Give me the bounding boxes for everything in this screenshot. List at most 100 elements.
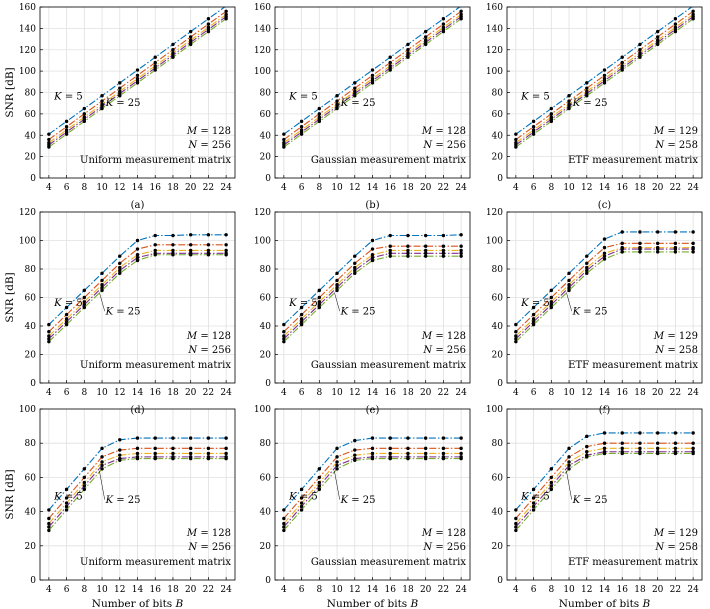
data-point (620, 60, 624, 65)
y-tick-label: 80 (25, 265, 37, 275)
annotation-matrix-type: Gaussian measurement matrix (311, 155, 467, 166)
data-point (206, 451, 211, 456)
data-point (206, 446, 211, 451)
x-tick-label: 14 (367, 388, 379, 398)
data-point (171, 436, 175, 440)
data-point (459, 248, 463, 253)
data-point (620, 431, 624, 435)
data-point (299, 132, 304, 136)
y-tick-label: 40 (25, 508, 37, 518)
data-point (655, 446, 660, 451)
data-point (188, 446, 193, 451)
data-point (188, 253, 193, 257)
data-point (153, 248, 157, 253)
data-point (673, 22, 678, 26)
data-point (299, 487, 304, 492)
series-line-4 (515, 248, 694, 340)
data-point (317, 475, 322, 480)
data-point (441, 29, 446, 34)
series-line-5 (515, 452, 694, 531)
data-point (118, 254, 122, 258)
chart-panel-c: 4 6 8 10 12 14 16 18 20 22 24 0 20 40 60 80 100 120 140 160… (486, 3, 703, 211)
y-tick-label: 0 (30, 174, 36, 184)
data-point (388, 451, 392, 456)
annotation-k5: K = 5 (53, 91, 83, 102)
data-point (370, 446, 375, 451)
y-axis-label: SNR [dB] (4, 469, 16, 519)
annotation-pointer (99, 102, 105, 111)
annotation-k5: K = 5 (520, 91, 550, 102)
data-point (585, 261, 589, 265)
y-tick-label: 20 (492, 351, 504, 361)
data-point (423, 233, 428, 238)
data-point (206, 29, 211, 34)
data-point (585, 254, 589, 258)
data-point (441, 248, 446, 253)
data-point (567, 446, 571, 451)
data-point (353, 94, 357, 98)
data-point (82, 305, 87, 310)
data-point (100, 285, 104, 290)
x-tick-label: 20 (185, 388, 197, 398)
data-point (153, 446, 157, 451)
data-point (171, 55, 175, 59)
data-point (602, 251, 607, 256)
data-point (620, 55, 624, 59)
data-point (567, 271, 571, 275)
annotation-pointer (99, 470, 105, 500)
data-point (406, 451, 410, 456)
data-point (171, 456, 175, 461)
data-point (224, 243, 228, 247)
data-point (335, 94, 339, 98)
annotation-m: M = 128 (186, 126, 231, 137)
x-tick-label: 16 (150, 388, 162, 398)
data-point (388, 251, 392, 256)
series-line-1 (515, 432, 694, 511)
data-point (118, 86, 122, 90)
x-tick-label: 14 (599, 388, 611, 398)
data-point (188, 35, 193, 39)
data-point (64, 496, 69, 500)
y-tick-label: 40 (25, 131, 37, 141)
data-point (171, 253, 175, 257)
data-point (423, 42, 428, 47)
x-tick-label: 6 (531, 388, 537, 398)
x-tick-label: 4 (46, 388, 52, 398)
data-point (171, 451, 175, 456)
data-point (171, 233, 175, 238)
data-point (370, 451, 375, 456)
y-tick-label: 20 (260, 542, 272, 552)
y-tick-label: 100 (486, 237, 503, 247)
data-point (388, 436, 392, 440)
x-axis-label: Number of bits B (559, 598, 651, 609)
data-point (335, 455, 339, 459)
data-point (335, 460, 339, 464)
data-point (459, 244, 463, 248)
data-point (224, 253, 228, 257)
x-tick-label: 10 (563, 183, 575, 193)
x-tick-label: 24 (455, 388, 467, 398)
data-point (118, 271, 122, 275)
data-point (441, 251, 446, 256)
annotation-k25: K = 25 (105, 98, 141, 109)
y-tick-label: 120 (486, 46, 503, 56)
data-point (100, 94, 104, 98)
data-point (406, 248, 410, 253)
x-tick-label: 22 (670, 183, 681, 193)
annotation-matrix-type: ETF measurement matrix (568, 360, 698, 371)
data-point (370, 258, 375, 263)
data-point (406, 42, 410, 47)
subplot-label: (c) (598, 200, 612, 211)
data-point (206, 233, 211, 237)
y-tick-label: 60 (260, 473, 272, 483)
series-line-4 (515, 451, 694, 528)
data-point (388, 446, 392, 451)
x-tick-label: 12 (349, 388, 360, 398)
annotation-m: M = 128 (421, 126, 466, 137)
data-point (691, 431, 695, 435)
data-point (282, 528, 286, 533)
annotation-k25: K = 25 (105, 495, 141, 506)
y-tick-label: 120 (19, 46, 36, 56)
y-tick-label: 60 (492, 110, 504, 120)
x-tick-label: 20 (185, 183, 197, 193)
